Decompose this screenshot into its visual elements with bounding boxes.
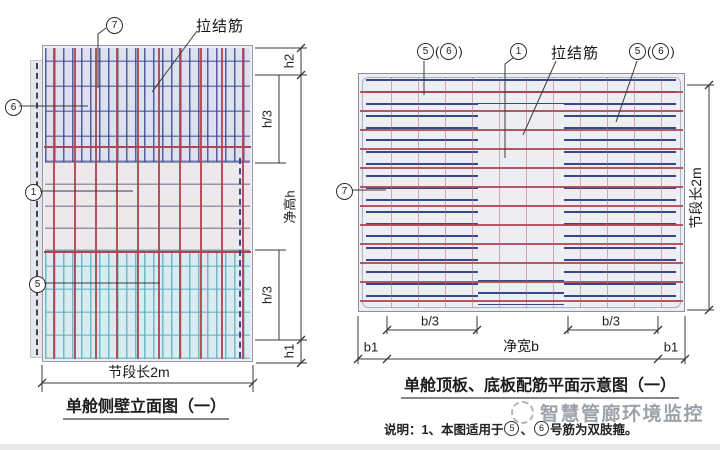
dim-clear-height: 净高h [282,190,298,224]
paren-close: ) [670,44,675,59]
distribution-bars [365,77,678,308]
ref-5-bubble: 5 [417,43,434,60]
dim-h3-lower: h/3 [259,285,275,305]
dim-b3-right: b/3 [601,313,621,329]
rebar-ref-1: 1 [515,45,522,57]
dim-b3-left: b/3 [420,313,440,329]
rebar-ref-5-6-right: 5 ( 6 ) [629,43,675,60]
note-prefix: 说明：1、本图适用于 [384,423,504,437]
paren-open: ( [647,44,652,59]
horizontal-red-bar [44,146,251,148]
right-diagram-caption: 单舱顶板、底板配筋平面示意图（一） [400,372,680,399]
note-ref-5-bubble: 5 [504,421,520,436]
dim-segment-length: 节段长2m [108,364,170,380]
footer-strip [0,444,720,450]
rebar-ref-6-bubble: 6 [5,99,22,116]
rebar-ref-5-6-left: 5 ( 6 ) [417,43,463,60]
horizontal-red-bar [44,251,251,253]
paren-close: ) [458,44,463,59]
vertical-stirrup-bars [46,48,249,359]
watermark-logo-icon [511,401,534,424]
rebar-ref-6: 6 [10,101,17,113]
note-suffix: 号筋为双肢箍。 [549,423,638,437]
rebar-ref-5-bubble: 5 [29,276,46,293]
dim-segment-length: 节段长2m [688,167,704,229]
watermark-text: 智慧管廊环境监控 [540,404,705,425]
paren-open: ( [435,44,440,59]
dim-clear-width: 净宽b [503,338,539,354]
rebar-ref-7-bubble: 7 [106,17,123,34]
wall-elevation-panel [42,45,253,362]
dim-h2: h2 [281,53,297,69]
dim-h3-upper: h/3 [259,109,275,129]
tie-bar-label: 拉结筋 [551,45,600,62]
note-separator: 、 [520,423,533,437]
note-text: 说明：1、本图适用于 5 、 6 号筋为双肢箍。 [384,419,637,438]
ref-6-bubble: 6 [440,43,458,60]
watermark: 智慧管廊环境监控 [511,399,704,426]
rebar-ref-1-bubble: 1 [25,184,42,201]
ref-5-bubble: 5 [629,43,646,60]
dim-b1-left: b1 [363,339,379,355]
rebar-ref-7: 7 [341,185,348,197]
tie-bar-label: 拉结筋 [196,18,245,35]
slab-plan-panel [358,73,685,312]
edge-dashed-bar [239,158,241,358]
rebar-ref-5: 5 [34,278,41,290]
dim-b1-right: b1 [663,339,679,355]
note-ref-6-bubble: 6 [533,421,549,436]
rebar-ref-1: 1 [30,186,37,198]
rebar-ref-1-bubble: 1 [510,43,527,60]
ref-6-bubble: 6 [652,43,670,60]
dim-h1: h1 [281,343,297,359]
rebar-ref-7-bubble: 7 [336,183,353,200]
left-diagram-caption: 单舱侧壁立面图（一） [62,393,230,420]
wall-edge-dashed-line [36,63,38,355]
rebar-ref-7: 7 [111,19,118,31]
